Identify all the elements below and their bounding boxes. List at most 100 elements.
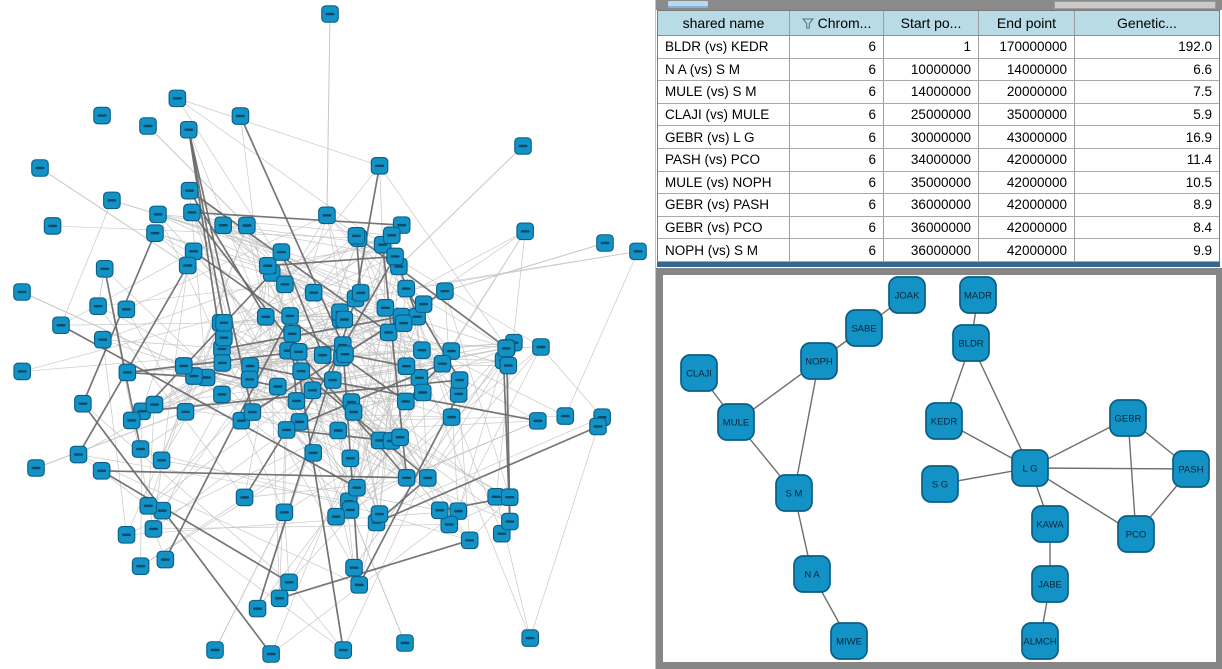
network-node[interactable] [152, 451, 171, 470]
table-row[interactable]: MULE (vs) S M 6 14000000 20000000 7.5 [658, 81, 1219, 104]
table-cell[interactable]: 170000000 [979, 36, 1075, 58]
network-node[interactable] [144, 520, 163, 538]
network-node[interactable] [13, 283, 31, 301]
network-node[interactable] [391, 428, 409, 447]
network-node[interactable] [397, 279, 416, 298]
subnetwork-node-shape[interactable] [1011, 449, 1049, 487]
network-node[interactable] [256, 308, 275, 326]
table-row[interactable]: NOPH (vs) S M 6 36000000 42000000 9.9 [658, 239, 1219, 262]
network-node[interactable] [276, 275, 294, 294]
network-node[interactable] [529, 412, 547, 430]
subnetwork-node-NOPH[interactable]: NOPH [800, 342, 838, 380]
network-node[interactable] [321, 5, 339, 23]
network-node[interactable] [248, 599, 267, 618]
network-node[interactable] [95, 260, 114, 278]
table-cell[interactable]: 35000000 [884, 171, 979, 194]
table-cell[interactable]: 6 [790, 36, 884, 58]
network-node[interactable] [440, 515, 459, 534]
table-cell[interactable]: 20000000 [979, 81, 1075, 103]
subnetwork-node-MADR[interactable]: MADR [959, 276, 997, 314]
table-cell[interactable]: 192.0 [1178, 39, 1212, 55]
network-node[interactable] [370, 505, 389, 523]
network-node[interactable] [213, 354, 232, 372]
subnetwork-node-shape[interactable] [680, 354, 718, 392]
table-cell[interactable]: 6 [790, 81, 884, 103]
table-cell[interactable]: NOPH (vs) S M [658, 239, 790, 261]
subnetwork-node-KEDR[interactable]: KEDR [925, 402, 963, 440]
table-cell[interactable]: 10000000 [884, 58, 979, 81]
network-node[interactable] [460, 531, 479, 550]
subnetwork-node-SABE[interactable]: SABE [845, 309, 883, 347]
table-cell[interactable]: 42000000 [979, 171, 1075, 194]
table-cell[interactable]: 11.4 [1186, 152, 1212, 168]
network-node[interactable] [313, 346, 332, 364]
network-node[interactable] [335, 310, 354, 329]
subnetwork-node-PCO[interactable]: PCO [1117, 515, 1155, 553]
network-node[interactable] [92, 462, 111, 480]
table-row[interactable]: PASH (vs) PCO 6 34000000 42000000 11.4 [658, 148, 1219, 172]
network-node[interactable] [350, 576, 369, 594]
network-node[interactable] [231, 107, 250, 125]
network-node[interactable] [556, 407, 575, 425]
network-node[interactable] [413, 383, 432, 402]
network-node[interactable] [379, 323, 398, 342]
network-node[interactable] [122, 411, 141, 430]
network-node[interactable] [413, 341, 431, 359]
table-cell[interactable]: 6 [790, 194, 884, 216]
network-node[interactable] [180, 181, 199, 200]
subnetwork-node-shape[interactable] [1109, 399, 1147, 437]
network-node[interactable] [139, 497, 158, 515]
network-node[interactable] [235, 488, 254, 507]
subnetwork-node-shape[interactable] [1172, 450, 1210, 488]
network-node[interactable] [238, 216, 256, 235]
network-node[interactable] [103, 191, 121, 210]
subnetwork-edge-BLDR-LG[interactable] [970, 342, 1031, 469]
network-node[interactable] [206, 641, 224, 659]
network-node[interactable] [183, 203, 201, 222]
network-node[interactable] [303, 381, 322, 400]
network-node[interactable] [214, 216, 232, 235]
network-node[interactable] [596, 234, 614, 252]
table-cell[interactable]: 6.6 [1193, 61, 1212, 77]
table-row[interactable]: GEBR (vs) PCO 6 36000000 42000000 8.4 [658, 216, 1219, 240]
table-cell[interactable]: 6 [790, 239, 884, 261]
column-header-end-point[interactable]: End point [979, 11, 1075, 35]
table-cell[interactable]: GEBR (vs) L G [658, 126, 790, 148]
network-node[interactable] [275, 503, 294, 522]
column-header-start-position[interactable]: Start po... [884, 11, 979, 35]
network-node[interactable] [215, 313, 233, 332]
subnetwork-node-SG[interactable]: S G [921, 465, 959, 503]
network-node[interactable] [414, 295, 433, 313]
table-cell[interactable]: 6 [790, 171, 884, 194]
column-header-shared-name[interactable]: shared name [658, 11, 790, 35]
network-node[interactable] [382, 226, 401, 245]
network-node[interactable] [272, 243, 291, 261]
network-node[interactable] [292, 362, 310, 380]
network-node[interactable] [179, 120, 198, 139]
table-cell[interactable]: 16.9 [1185, 129, 1212, 145]
network-node[interactable] [215, 328, 233, 347]
network-node[interactable] [184, 242, 203, 261]
network-node[interactable] [131, 557, 150, 575]
network-node[interactable] [52, 316, 70, 335]
network-node[interactable] [629, 242, 647, 261]
table-row[interactable]: N A (vs) S M 6 10000000 14000000 6.6 [658, 58, 1219, 82]
network-node[interactable] [283, 325, 301, 343]
table-cell[interactable]: N A (vs) S M [658, 58, 790, 81]
table-cell[interactable]: BLDR (vs) KEDR [658, 36, 790, 58]
network-node[interactable] [93, 106, 111, 125]
network-node[interactable] [176, 403, 195, 421]
subnetwork-edge-GEBR-PCO[interactable] [1127, 417, 1137, 535]
table-row[interactable]: CLAJI (vs) MULE 6 25000000 35000000 5.9 [658, 103, 1219, 127]
subnetwork-node-BLDR[interactable]: BLDR [952, 324, 990, 362]
network-node[interactable] [500, 488, 519, 507]
network-node[interactable] [118, 363, 137, 382]
network-node[interactable] [240, 370, 259, 389]
subnetwork-node-PASH[interactable]: PASH [1172, 450, 1210, 488]
network-node[interactable] [174, 357, 193, 375]
network-node[interactable] [370, 157, 389, 175]
network-node[interactable] [497, 339, 515, 358]
network-node[interactable] [418, 469, 437, 487]
subnetwork-node-MULE[interactable]: MULE [717, 403, 755, 441]
network-node[interactable] [501, 512, 519, 531]
